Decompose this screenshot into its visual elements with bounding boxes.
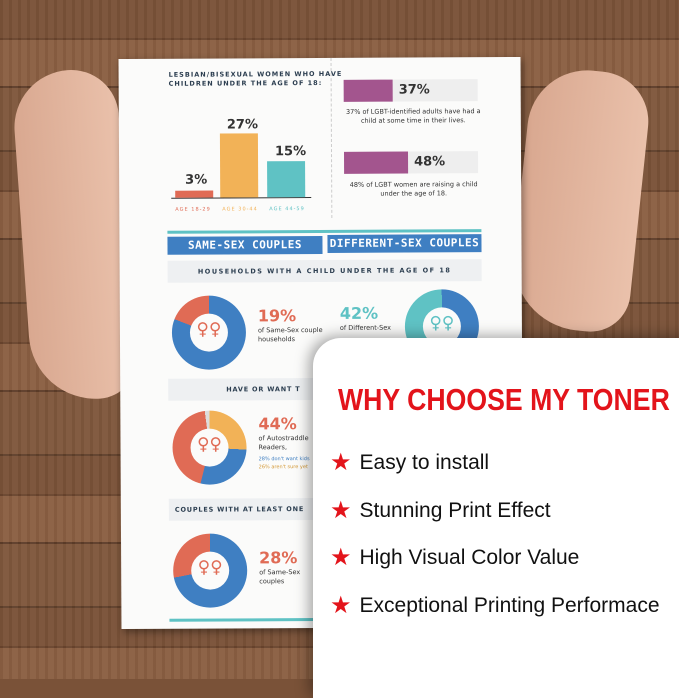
stat-value: 48%: [414, 154, 446, 170]
header-same-sex: SAME-SEX COUPLES: [167, 235, 323, 255]
feature-item: ★ Easy to install: [330, 448, 489, 477]
donut-text: of Same-Sex couples: [259, 568, 301, 586]
donut-note: 28% don't want kids: [258, 456, 310, 463]
bar-chart-title: LESBIAN/BISEXUAL WOMEN WHO HAVE CHILDREN…: [168, 69, 343, 88]
section-strip: COUPLES WITH AT LEAST ONE: [168, 498, 314, 521]
feature-card: WHY CHOOSE MY TONER ★ Easy to install ★ St…: [313, 338, 679, 698]
stat-bar-48: 48%: [343, 151, 479, 174]
stat-value: 37%: [398, 82, 430, 98]
bar-value: 27%: [226, 117, 259, 133]
donut-text: of Autostraddle Readers,: [258, 434, 309, 452]
star-icon: ★: [330, 592, 352, 619]
donut-value: 44%: [258, 414, 297, 434]
bar-label: AGE 44-59: [269, 206, 305, 213]
section-strip: HOUSEHOLDS WITH A CHILD UNDER THE AGE OF…: [167, 259, 482, 283]
female-couple-icon: ♀♀: [197, 557, 223, 578]
donut-28: ♀♀: [172, 533, 248, 608]
stat-bar-37: 37%: [343, 79, 478, 102]
feature-item: ★ High Visual Color Value: [330, 543, 579, 572]
star-icon: ★: [330, 544, 352, 571]
header-different-sex: DIFFERENT-SEX COUPLES: [327, 234, 482, 253]
section-strip: HAVE OR WANT T: [168, 378, 314, 401]
donut-value: 42%: [339, 303, 379, 323]
bar-chart: 3% 27% 15%: [170, 117, 312, 199]
bar-44-59: [267, 161, 306, 198]
star-icon: ★: [330, 449, 352, 476]
bar-value: 15%: [274, 144, 307, 160]
bar-label: AGE 18-29: [175, 206, 211, 213]
bar-label: AGE 30-44: [222, 206, 258, 213]
feature-label: Exceptional Printing Performace: [359, 593, 660, 617]
donut-value: 19%: [257, 306, 297, 326]
donut-text: of Different-Sex: [339, 323, 391, 332]
stat-text: 48% of LGBT women are raising a child un…: [349, 180, 478, 198]
stat-text: 37% of LGBT-identified adults have had a…: [345, 107, 481, 125]
bar-value: 3%: [185, 172, 208, 188]
feature-label: Stunning Print Effect: [359, 498, 551, 522]
feature-label: Easy to install: [359, 450, 490, 474]
feature-item: ★ Stunning Print Effect: [330, 496, 551, 525]
donut-value: 28%: [259, 548, 298, 568]
donut-text: of Same-Sex couple households: [257, 325, 323, 344]
bar-18-29: [175, 190, 214, 198]
donut-44: ♀♀: [172, 410, 247, 485]
female-couple-icon: ♀♀: [197, 434, 223, 455]
female-couple-icon: ♀♀: [196, 319, 222, 340]
teal-rule: [167, 229, 482, 234]
donut-note: 26% aren't sure yet: [258, 464, 308, 471]
female-couple-icon: ♀♀: [429, 313, 455, 334]
donut-19: ♀♀: [171, 295, 247, 370]
feature-item: ★ Exceptional Printing Performace: [330, 591, 660, 620]
bar-30-44: [219, 133, 259, 198]
feature-label: High Visual Color Value: [359, 545, 580, 569]
star-icon: ★: [330, 497, 352, 524]
card-title: WHY CHOOSE MY TONER: [338, 382, 670, 417]
